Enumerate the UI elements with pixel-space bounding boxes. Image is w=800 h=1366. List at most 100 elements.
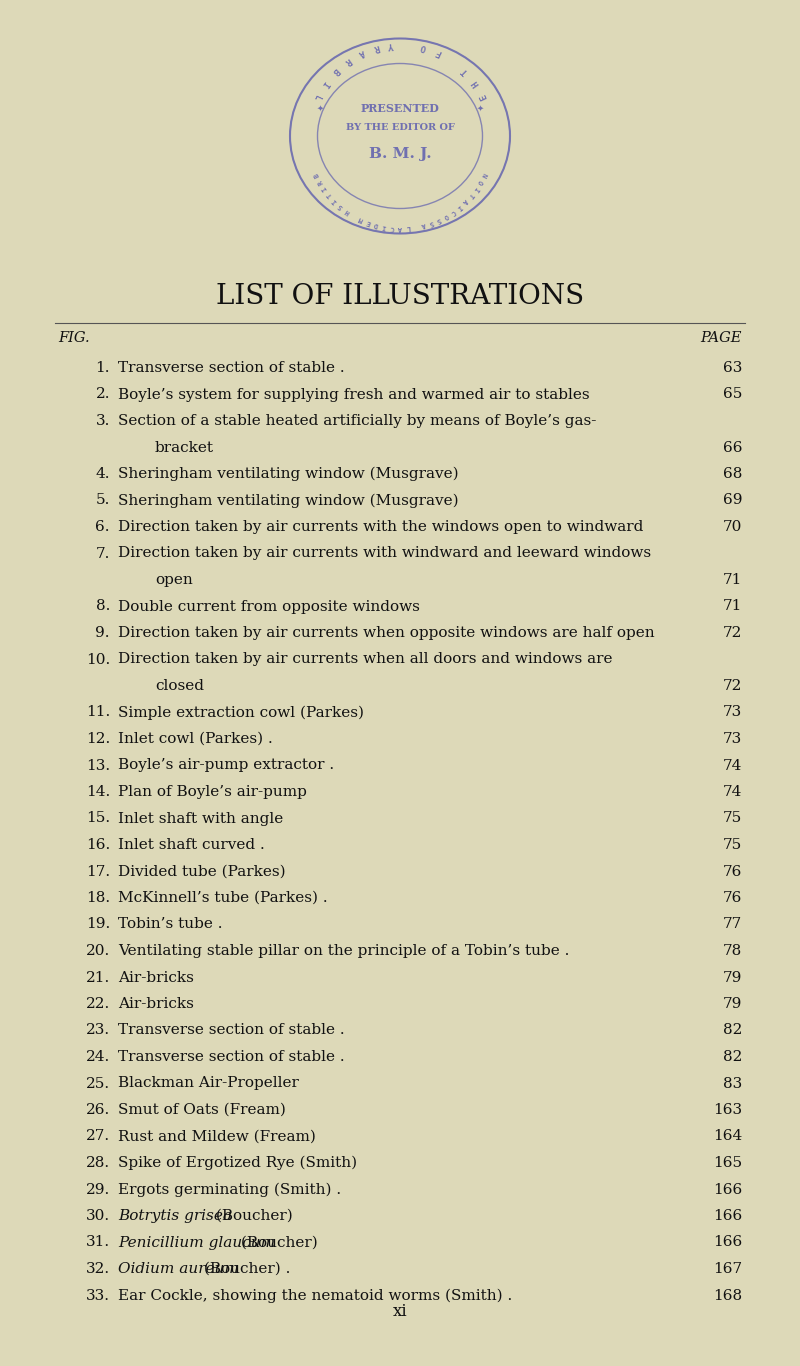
Text: T: T — [467, 191, 474, 198]
Text: Air-bricks: Air-bricks — [118, 997, 194, 1011]
Text: Ear Cockle, showing the nematoid worms (Smith) .: Ear Cockle, showing the nematoid worms (… — [118, 1288, 512, 1303]
Text: Blackman Air-Propeller: Blackman Air-Propeller — [118, 1076, 299, 1090]
Text: 73: 73 — [722, 705, 742, 720]
Text: O: O — [442, 212, 450, 220]
Text: 164: 164 — [713, 1130, 742, 1143]
Text: 8.: 8. — [96, 600, 110, 613]
Text: 79: 79 — [722, 997, 742, 1011]
Text: 168: 168 — [713, 1288, 742, 1303]
Text: I: I — [321, 186, 328, 193]
Text: Transverse section of stable .: Transverse section of stable . — [118, 1023, 345, 1038]
Text: I: I — [331, 198, 338, 205]
Text: 72: 72 — [722, 626, 742, 641]
Text: 77: 77 — [722, 918, 742, 932]
Text: 70: 70 — [722, 520, 742, 534]
Text: xi: xi — [393, 1303, 407, 1320]
Text: Smut of Oats (Fream): Smut of Oats (Fream) — [118, 1102, 286, 1117]
Text: Simple extraction cowl (Parkes): Simple extraction cowl (Parkes) — [118, 705, 364, 720]
Text: LIST OF ILLUSTRATIONS: LIST OF ILLUSTRATIONS — [216, 283, 584, 310]
Text: Section of a stable heated artificially by means of Boyle’s gas-: Section of a stable heated artificially … — [118, 414, 596, 428]
Text: ✦: ✦ — [317, 104, 323, 112]
Text: 28.: 28. — [86, 1156, 110, 1171]
Text: 166: 166 — [713, 1183, 742, 1197]
Text: 65: 65 — [722, 388, 742, 402]
Text: I: I — [319, 78, 330, 87]
Text: S: S — [429, 219, 434, 225]
Text: 83: 83 — [722, 1076, 742, 1090]
Text: 13.: 13. — [86, 758, 110, 773]
Text: 19.: 19. — [86, 918, 110, 932]
Text: (Boucher) .: (Boucher) . — [198, 1262, 290, 1276]
Text: 82: 82 — [722, 1023, 742, 1038]
Text: R: R — [342, 56, 352, 66]
Text: 76: 76 — [722, 891, 742, 906]
Text: T: T — [460, 66, 470, 76]
Text: 73: 73 — [722, 732, 742, 746]
Text: 30.: 30. — [86, 1209, 110, 1223]
Text: closed: closed — [155, 679, 204, 693]
Text: 25.: 25. — [86, 1076, 110, 1090]
Text: Y: Y — [389, 40, 395, 49]
Text: BY THE EDITOR OF: BY THE EDITOR OF — [346, 123, 454, 133]
Text: Rust and Mildew (Fream): Rust and Mildew (Fream) — [118, 1130, 316, 1143]
Text: Ergots germinating (Smith) .: Ergots germinating (Smith) . — [118, 1183, 341, 1197]
Text: 7.: 7. — [96, 546, 110, 560]
Text: Tobin’s tube .: Tobin’s tube . — [118, 918, 222, 932]
Text: PRESENTED: PRESENTED — [361, 102, 439, 113]
Text: Inlet cowl (Parkes) .: Inlet cowl (Parkes) . — [118, 732, 273, 746]
Text: 74: 74 — [722, 758, 742, 773]
Text: 82: 82 — [722, 1050, 742, 1064]
Text: 20.: 20. — [86, 944, 110, 958]
Text: 69: 69 — [722, 493, 742, 508]
Text: 71: 71 — [722, 600, 742, 613]
Text: 75: 75 — [722, 811, 742, 825]
Text: Sheringham ventilating window (Musgrave): Sheringham ventilating window (Musgrave) — [118, 467, 458, 481]
Text: O: O — [420, 42, 427, 52]
Text: Spike of Ergotized Rye (Smith): Spike of Ergotized Rye (Smith) — [118, 1156, 357, 1171]
Text: T: T — [326, 191, 333, 198]
Text: 4.: 4. — [95, 467, 110, 481]
Text: Air-bricks: Air-bricks — [118, 970, 194, 985]
Text: 5.: 5. — [96, 493, 110, 508]
Text: F: F — [434, 48, 443, 57]
Text: B. M. J.: B. M. J. — [369, 148, 431, 161]
Text: open: open — [155, 572, 193, 587]
Text: Boyle’s system for supplying fresh and warmed air to stables: Boyle’s system for supplying fresh and w… — [118, 388, 590, 402]
Text: Boyle’s air-pump extractor .: Boyle’s air-pump extractor . — [118, 758, 334, 773]
Text: Direction taken by air currents with windward and leeward windows: Direction taken by air currents with win… — [118, 546, 651, 560]
Text: 14.: 14. — [86, 785, 110, 799]
Text: 22.: 22. — [86, 997, 110, 1011]
Text: 32.: 32. — [86, 1262, 110, 1276]
Text: 66: 66 — [722, 440, 742, 455]
Text: bracket: bracket — [155, 440, 214, 455]
Text: 3.: 3. — [96, 414, 110, 428]
Text: 21.: 21. — [86, 970, 110, 985]
Text: 166: 166 — [713, 1235, 742, 1250]
Text: 166: 166 — [713, 1209, 742, 1223]
Text: (Boucher): (Boucher) — [236, 1235, 318, 1250]
Text: R: R — [317, 179, 324, 186]
Text: 29.: 29. — [86, 1183, 110, 1197]
Text: Direction taken by air currents when all doors and windows are: Direction taken by air currents when all… — [118, 653, 613, 667]
Text: PAGE: PAGE — [701, 331, 742, 346]
Text: McKinnell’s tube (Parkes) .: McKinnell’s tube (Parkes) . — [118, 891, 328, 906]
Text: Penicillium glaucum: Penicillium glaucum — [118, 1235, 275, 1250]
Text: 165: 165 — [713, 1156, 742, 1171]
Text: 2.: 2. — [95, 388, 110, 402]
Text: Transverse section of stable .: Transverse section of stable . — [118, 1050, 345, 1064]
Text: 26.: 26. — [86, 1102, 110, 1117]
Text: 76: 76 — [722, 865, 742, 878]
Text: I: I — [382, 223, 386, 229]
Text: A: A — [357, 48, 366, 57]
Text: B: B — [313, 172, 320, 178]
Text: Direction taken by air currents when opposite windows are half open: Direction taken by air currents when opp… — [118, 626, 654, 641]
Text: Divided tube (Parkes): Divided tube (Parkes) — [118, 865, 286, 878]
Text: 10.: 10. — [86, 653, 110, 667]
Text: 1.: 1. — [95, 361, 110, 376]
Text: Double current from opposite windows: Double current from opposite windows — [118, 600, 420, 613]
Text: 9.: 9. — [95, 626, 110, 641]
Text: 23.: 23. — [86, 1023, 110, 1038]
Text: Plan of Boyle’s air-pump: Plan of Boyle’s air-pump — [118, 785, 307, 799]
Text: O: O — [476, 179, 483, 186]
Text: B: B — [330, 66, 340, 76]
